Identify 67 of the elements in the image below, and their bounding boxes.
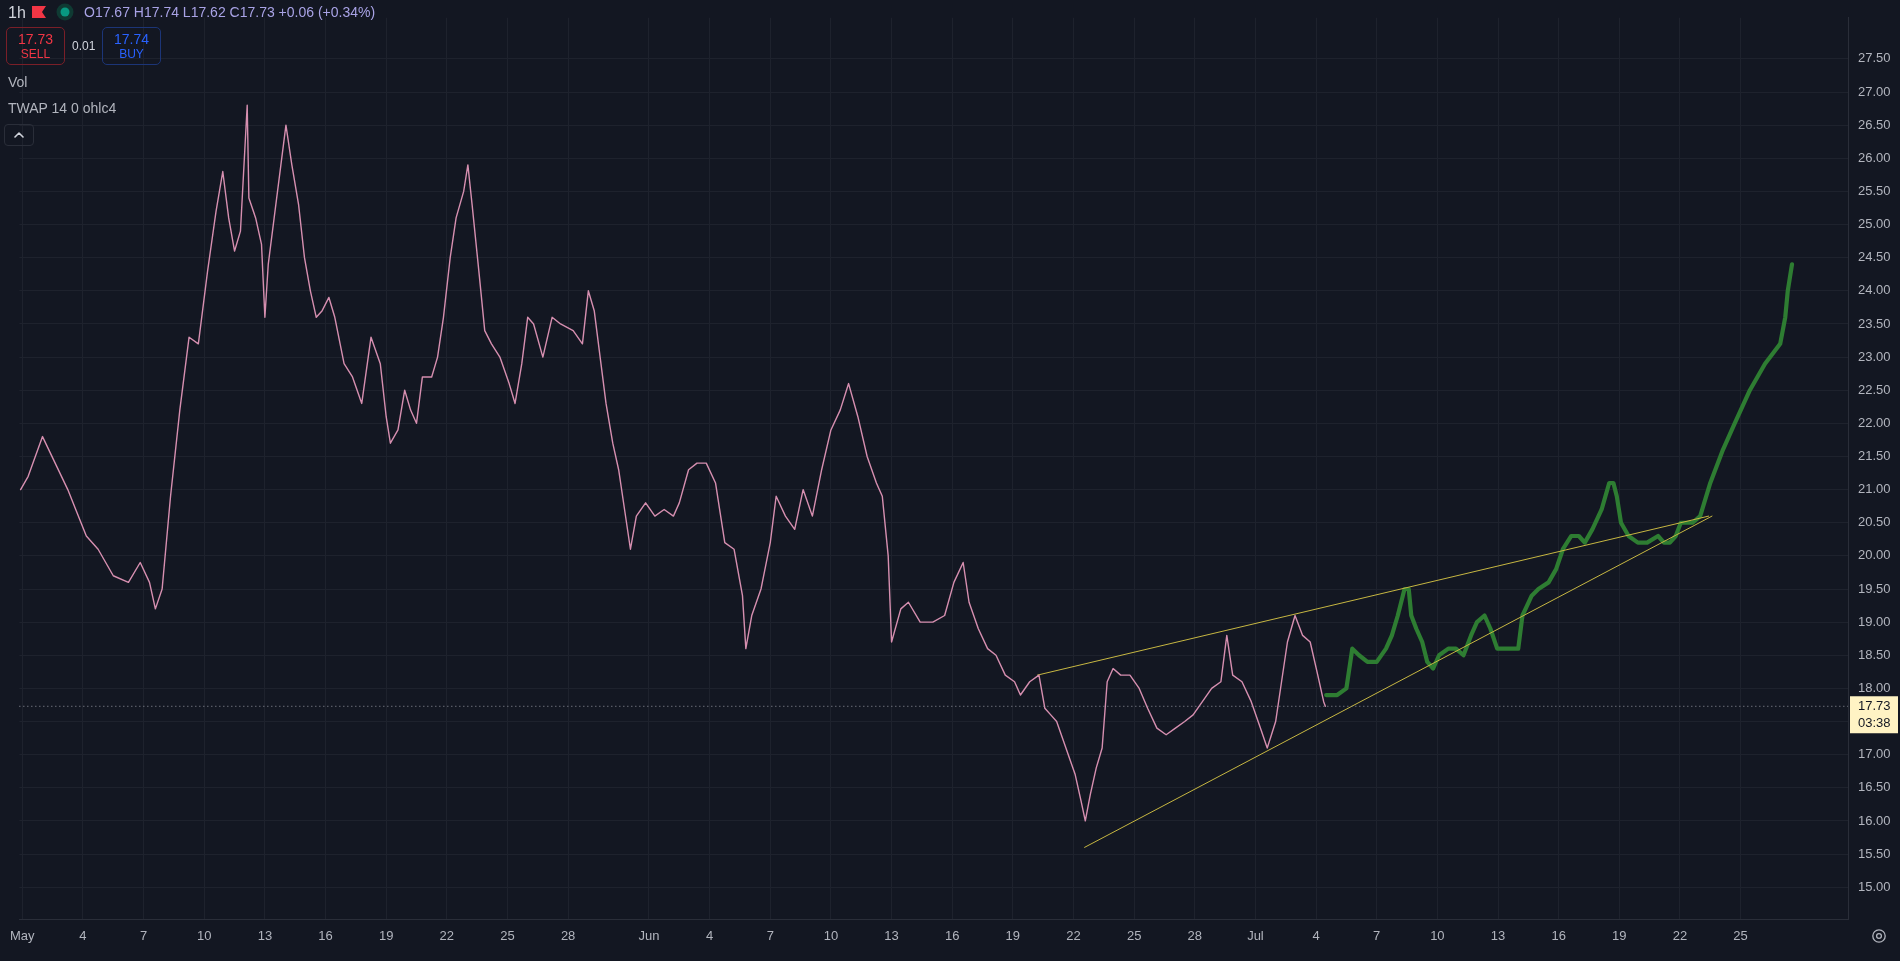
y-tick-label: 27.00 [1858,83,1891,99]
x-tick-label: 22 [439,928,455,944]
x-tick-label: May [10,928,36,944]
x-tick-label: 4 [1312,928,1320,944]
x-tick-label: 13 [884,928,899,944]
x-tick-label: 10 [823,928,839,944]
x-tick-label: 19 [1005,928,1021,944]
y-tick-label: 23.00 [1858,348,1891,364]
y-tick-label: 26.50 [1858,116,1891,132]
y-tick-label: 20.50 [1858,514,1891,530]
annotation: 17.74 [112,31,150,47]
x-tick-label: 28 [1187,928,1203,944]
text: 03:38 [1858,714,1891,730]
annotation: 17.73 [16,31,54,47]
y-tick-label: 24.00 [1858,282,1891,298]
x-tick-label: 4 [706,928,714,944]
x-tick-label: 22 [1066,928,1081,944]
y-tick-label: 21.50 [1858,448,1891,464]
x-tick-label: 28 [560,928,576,944]
x-tick-label: 19 [1612,928,1627,944]
chart-subtitle: O17.67 H17.74 L17.62 C17.73 +0.06 (+0.34%) [84,4,376,21]
y-tick-label: 16.00 [1858,812,1891,828]
y-tick-label: 16.50 [1858,779,1891,795]
ref-line-label: 17.73 [1858,697,1891,713]
x-tick-label: 25 [1733,928,1748,944]
x-tick-label: 7 [1373,928,1381,944]
y-tick-label: 24.50 [1858,249,1891,265]
x-tick-label: 16 [944,928,960,944]
y-tick-label: 18.00 [1858,679,1891,695]
x-tick-label: 7 [139,928,148,944]
x-tick-label: 7 [766,928,774,944]
y-tick-label: 15.50 [1858,845,1891,861]
y-tick-label: 22.50 [1858,381,1891,397]
x-tick-label: 13 [257,928,273,944]
sell-button: 17.73 SELL [6,27,65,65]
x-tick-label: 10 [1430,928,1445,944]
y-tick-label: 20.00 [1858,547,1891,563]
y-tick-label: 21.00 [1858,481,1891,497]
y-tick-label: 25.00 [1858,216,1891,232]
y-tick-label: 22.00 [1858,414,1891,430]
x-tick-label: 25 [500,928,515,944]
y-tick-label: 19.50 [1858,580,1891,596]
annotation: TWAP 14 0 ohlc4 [8,100,117,117]
annotation: SELL [19,47,52,61]
x-tick-label: 16 [318,928,333,944]
y-tick-label: 17.00 [1858,746,1891,762]
x-tick-label: 22 [1672,928,1688,944]
x-tick-label: 4 [79,928,87,944]
y-tick-label: 27.50 [1858,50,1891,66]
y-tick-label: 26.00 [1858,149,1891,165]
x-tick-label: Jul [1247,928,1264,944]
y-tick-label: 19.00 [1858,613,1891,629]
y-tick-label: 25.50 [1858,182,1891,198]
annotation: 0.01 [72,39,96,54]
y-tick-label: 23.50 [1858,315,1891,331]
x-tick-label: 19 [378,928,394,944]
annotation: BUY [118,47,145,61]
buy-button: 17.74 BUY [102,27,161,65]
annotation: Vol [8,74,28,91]
x-tick-label: 10 [197,928,212,944]
y-tick-label: 18.50 [1858,646,1891,662]
x-tick-label: 13 [1490,928,1506,944]
y-tick-label: 15.00 [1858,878,1891,894]
x-tick-label: Jun [638,928,660,944]
x-tick-label: 25 [1126,928,1142,944]
chart-title: 1h [8,3,26,23]
x-tick-label: 16 [1551,928,1566,944]
